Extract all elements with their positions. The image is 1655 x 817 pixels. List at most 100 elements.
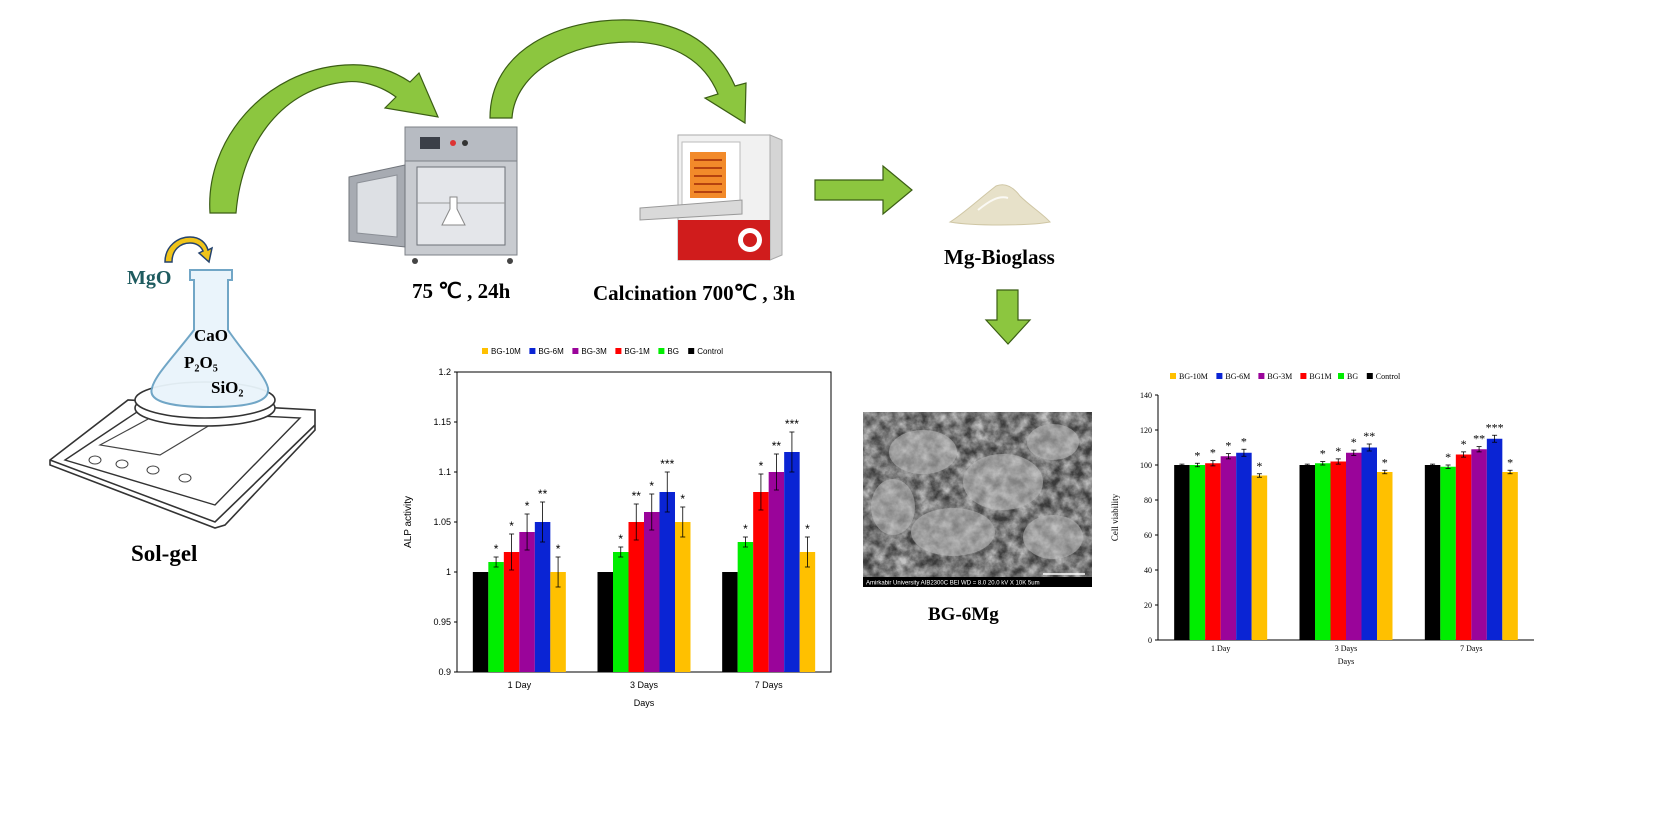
bar bbox=[1361, 447, 1377, 640]
significance-mark: * bbox=[1445, 450, 1451, 464]
significance-mark: * bbox=[1210, 446, 1216, 460]
bar bbox=[1502, 472, 1518, 640]
bar bbox=[1220, 456, 1237, 640]
bar bbox=[1424, 465, 1441, 640]
significance-mark: * bbox=[1241, 434, 1247, 448]
bar bbox=[597, 572, 613, 672]
significance-mark: * bbox=[1351, 435, 1357, 449]
drying-condition-label: 75 ℃ , 24h bbox=[412, 279, 511, 303]
significance-mark: * bbox=[1335, 444, 1341, 458]
alp-activity-chart: BG-10M BG-6M BG-3M BG-1M BG Control 0.9 0.95 1 1.… bbox=[403, 347, 832, 708]
bar bbox=[1174, 465, 1190, 640]
bar bbox=[737, 542, 754, 672]
y-tick-label: 100 bbox=[1140, 461, 1152, 470]
significance-mark: *** bbox=[660, 457, 674, 471]
bar bbox=[1486, 438, 1503, 640]
legend-label: BG-3M bbox=[581, 347, 607, 356]
bar bbox=[628, 522, 644, 672]
y-tick-label: 140 bbox=[1140, 391, 1152, 400]
significance-mark: * bbox=[743, 522, 748, 536]
y-tick-label: 60 bbox=[1144, 531, 1152, 540]
bioglass-powder-illustration bbox=[948, 184, 1051, 226]
y-tick-label: 0.9 bbox=[438, 667, 451, 677]
mgo-label: MgO bbox=[127, 267, 172, 289]
sio2-label: SiO₂ bbox=[211, 378, 244, 397]
bar bbox=[1440, 466, 1456, 640]
bar bbox=[534, 522, 551, 672]
significance-mark: * bbox=[525, 499, 530, 513]
legend-swatch bbox=[482, 348, 488, 354]
x-axis-title: Days bbox=[1338, 657, 1354, 666]
significance-mark: * bbox=[494, 542, 499, 556]
significance-mark: *** bbox=[785, 417, 799, 431]
legend-swatch bbox=[1216, 373, 1223, 379]
significance-mark: * bbox=[1382, 455, 1388, 469]
significance-mark: ** bbox=[1363, 429, 1375, 443]
legend-swatch bbox=[1300, 373, 1307, 379]
x-category-label: 7 Days bbox=[755, 680, 784, 690]
significance-mark: * bbox=[1225, 439, 1231, 453]
legend-label: BG bbox=[1347, 372, 1358, 381]
y-tick-label: 120 bbox=[1140, 426, 1152, 435]
legend-swatch bbox=[572, 348, 579, 354]
legend-swatch bbox=[1258, 373, 1265, 379]
sem-footer-text: Amirkabir University AIB2300C BEI WD = 8… bbox=[866, 581, 1040, 587]
legend-label: Control bbox=[1376, 372, 1401, 381]
bar bbox=[1455, 454, 1472, 640]
drying-oven-illustration bbox=[348, 126, 518, 264]
bar bbox=[644, 512, 660, 672]
significance-mark: * bbox=[759, 459, 764, 473]
bar bbox=[799, 552, 816, 672]
sem-micrograph: Amirkabir University AIB2300C BEI WD = 8… bbox=[863, 412, 1092, 587]
significance-mark: * bbox=[1256, 459, 1262, 473]
legend-swatch bbox=[529, 348, 536, 354]
y-tick-label: 1.05 bbox=[433, 517, 451, 527]
significance-mark: * bbox=[649, 479, 654, 493]
down-arrow-to-sem bbox=[984, 289, 1032, 345]
flask-icon bbox=[150, 269, 270, 409]
cao-label: CaO bbox=[194, 326, 228, 345]
significance-mark: * bbox=[1194, 448, 1200, 462]
legend-label: BG-1M bbox=[624, 347, 650, 356]
bar bbox=[768, 472, 785, 672]
p2o5-label: P₂O₅ bbox=[184, 353, 218, 372]
legend-label: BG-10M bbox=[491, 347, 521, 356]
furnace-illustration bbox=[639, 134, 783, 261]
y-tick-label: 1.2 bbox=[438, 367, 451, 377]
bar bbox=[613, 552, 629, 672]
bar bbox=[784, 452, 800, 672]
bar bbox=[1299, 465, 1315, 640]
bar bbox=[675, 522, 691, 672]
legend-swatch bbox=[615, 348, 622, 354]
legend-label: BG-6M bbox=[538, 347, 564, 356]
significance-mark: * bbox=[805, 522, 810, 536]
y-tick-label: 0 bbox=[1148, 636, 1152, 645]
significance-mark: * bbox=[509, 519, 514, 533]
legend-swatch bbox=[1338, 373, 1344, 379]
bar bbox=[659, 492, 675, 672]
significance-mark: ** bbox=[772, 439, 782, 453]
y-tick-label: 40 bbox=[1144, 566, 1152, 575]
product-label: Mg-Bioglass bbox=[944, 245, 1055, 269]
y-tick-label: 20 bbox=[1144, 601, 1152, 610]
magnetic-stirrer-illustration bbox=[49, 269, 316, 529]
bar bbox=[550, 572, 566, 672]
bar bbox=[722, 572, 738, 672]
bar bbox=[1346, 452, 1362, 640]
significance-mark: * bbox=[1507, 455, 1513, 469]
y-tick-label: 80 bbox=[1144, 496, 1152, 505]
x-axis-title: Days bbox=[634, 698, 655, 708]
x-category-label: 3 Days bbox=[630, 680, 659, 690]
bar bbox=[753, 492, 769, 672]
y-tick-label: 0.95 bbox=[433, 617, 451, 627]
y-tick-label: 1.1 bbox=[438, 467, 451, 477]
straight-arrow-to-product bbox=[814, 164, 913, 216]
bar bbox=[1315, 463, 1331, 640]
y-axis-title: Cell viability bbox=[1110, 493, 1120, 541]
significance-mark: ** bbox=[632, 489, 642, 503]
legend-label: BG-10M bbox=[1179, 372, 1208, 381]
cell-viability-chart: BG-10M BG-6M BG-3M BG1M BG Control 0 20 40 60 80 10… bbox=[1110, 372, 1534, 666]
bar bbox=[1189, 465, 1206, 640]
bar bbox=[1251, 475, 1268, 640]
bar bbox=[519, 532, 535, 672]
